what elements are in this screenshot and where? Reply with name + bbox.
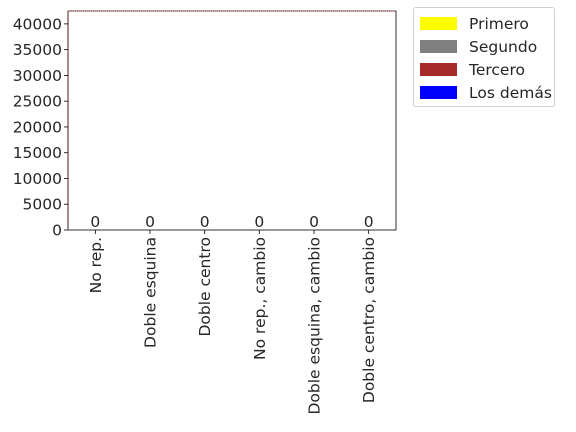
plot-frame <box>67 10 397 231</box>
y-axis: 0 5000 10000 15000 20000 25000 30000 35000 40000 <box>13 15 68 240</box>
legend-label-segundo: Segundo <box>469 37 538 56</box>
legend-swatch-segundo <box>420 40 457 53</box>
data-label-total: 0 <box>309 213 319 231</box>
y-tick-label: 10000 <box>13 170 62 188</box>
legend-swatch-tercero <box>420 63 457 76</box>
x-tick-label: Doble centro <box>196 237 214 337</box>
legend-label-primero: Primero <box>469 14 529 33</box>
y-tick-label: 15000 <box>13 144 62 162</box>
data-label-total: 0 <box>364 213 374 231</box>
data-label-total: 0 <box>200 213 210 231</box>
x-tick-label: No rep. <box>87 237 105 293</box>
data-label-total: 0 <box>145 213 155 231</box>
x-tick-label: Doble centro, cambio <box>360 237 378 403</box>
legend: Primero Segundo Tercero Los demás <box>413 7 555 107</box>
legend-item-tercero: Tercero <box>420 58 548 81</box>
x-tick-label: Doble esquina, cambio <box>306 237 324 415</box>
y-tick-label: 35000 <box>13 41 62 59</box>
legend-swatch-los-demas <box>420 86 457 99</box>
y-tick-label: 25000 <box>13 93 62 111</box>
y-tick-label: 30000 <box>13 67 62 85</box>
data-label-total: 0 <box>254 213 264 231</box>
legend-item-los-demas: Los demás <box>420 81 552 104</box>
legend-item-primero: Primero <box>420 12 548 35</box>
y-tick-label: 0 <box>52 222 62 240</box>
legend-label-tercero: Tercero <box>469 60 525 79</box>
x-tick-label: No rep., cambio <box>251 237 269 360</box>
y-tick-label: 40000 <box>13 15 62 33</box>
y-tick-label: 5000 <box>23 196 62 214</box>
x-tick-label: Doble esquina <box>142 237 160 348</box>
data-label-total: 0 <box>90 213 100 231</box>
legend-item-segundo: Segundo <box>420 35 548 58</box>
legend-swatch-primero <box>420 17 457 30</box>
data-labels: 0 0 0 0 0 0 <box>90 213 373 231</box>
legend-label-los-demas: Los demás <box>469 83 552 102</box>
x-axis: No rep. Doble esquina Doble centro No rep.,… <box>87 230 378 415</box>
plot-area <box>67 10 397 231</box>
y-tick-label: 20000 <box>13 118 62 136</box>
